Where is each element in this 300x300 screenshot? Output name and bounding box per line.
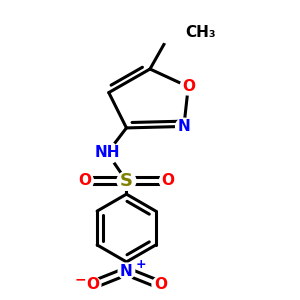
Text: NH: NH xyxy=(94,146,120,160)
Circle shape xyxy=(118,263,135,280)
Circle shape xyxy=(158,21,180,44)
Circle shape xyxy=(180,78,196,95)
Circle shape xyxy=(159,173,176,189)
Text: N: N xyxy=(178,119,190,134)
Circle shape xyxy=(117,172,136,190)
Circle shape xyxy=(84,277,101,293)
Text: O: O xyxy=(154,278,167,292)
Text: +: + xyxy=(135,258,146,271)
Text: O: O xyxy=(79,173,92,188)
Text: −: − xyxy=(74,273,86,286)
Circle shape xyxy=(176,118,192,135)
Circle shape xyxy=(77,173,94,189)
Text: O: O xyxy=(86,278,99,292)
Text: N: N xyxy=(120,264,133,279)
Circle shape xyxy=(96,142,118,164)
Text: S: S xyxy=(120,172,133,190)
Text: CH₃: CH₃ xyxy=(185,25,216,40)
Text: O: O xyxy=(182,79,195,94)
Circle shape xyxy=(152,277,169,293)
Text: O: O xyxy=(161,173,174,188)
